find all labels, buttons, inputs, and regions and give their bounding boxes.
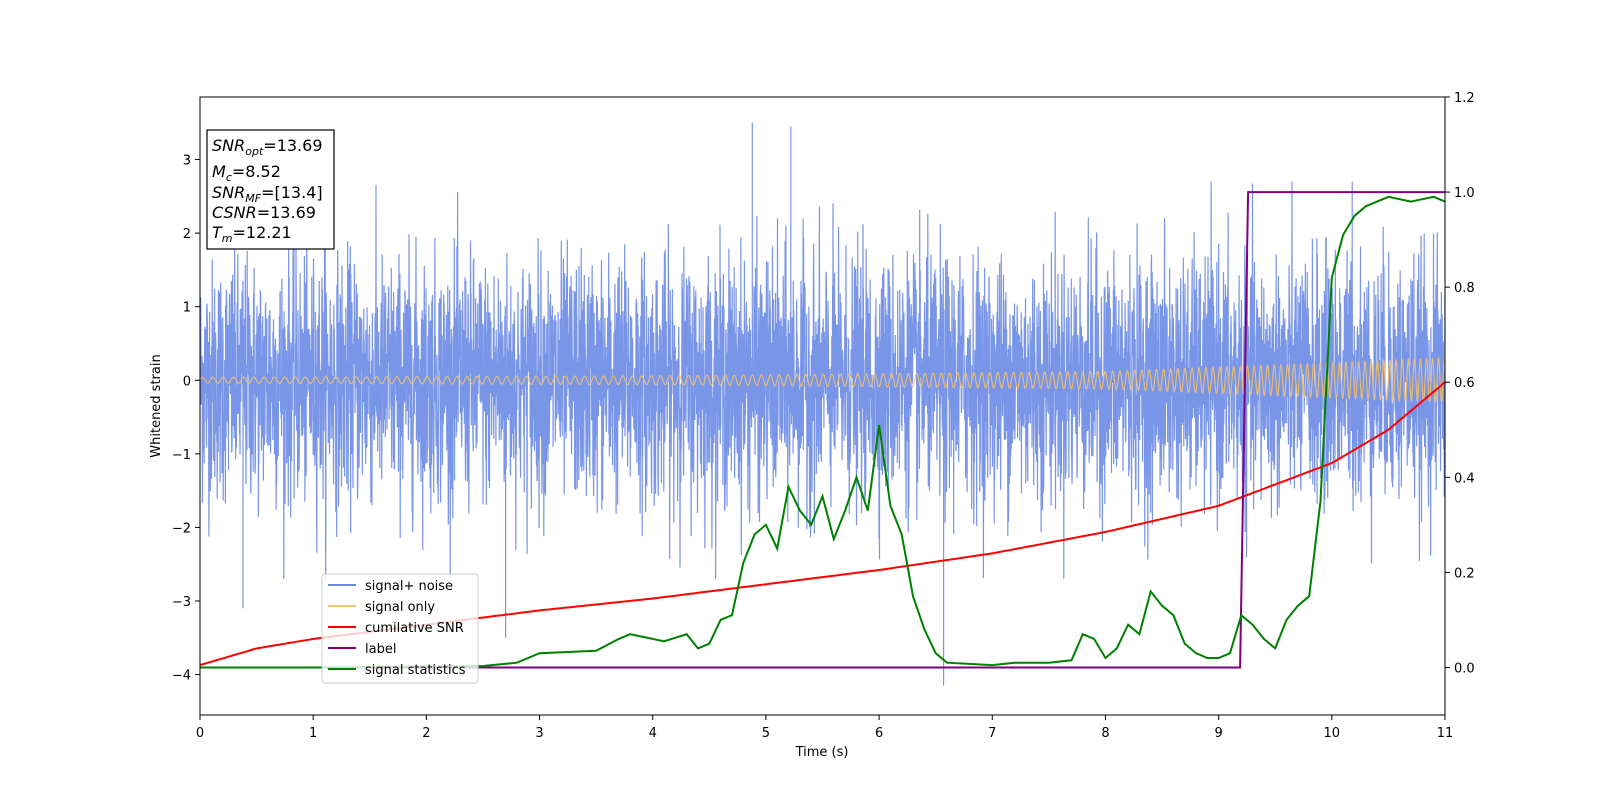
y-tick-label-right: 1.0 bbox=[1454, 186, 1475, 201]
legend-label-label: label bbox=[365, 642, 396, 657]
legend: signal+ noise signal only cumilative SNR… bbox=[321, 573, 479, 684]
y-tick-label-left: −1 bbox=[172, 448, 191, 463]
x-tick-label: 2 bbox=[422, 726, 430, 741]
annotation-tm: Tm=12.21 bbox=[212, 223, 292, 245]
x-tick-label: 3 bbox=[535, 726, 543, 741]
y-tick-label-right: 0.2 bbox=[1454, 566, 1475, 581]
annotation-snr-opt: SNRopt=13.69 bbox=[212, 136, 323, 158]
y-tick-label-left: −4 bbox=[172, 669, 191, 684]
annotation-snr-mf: SNRMF=[13.4] bbox=[212, 183, 323, 205]
plot-frame bbox=[199, 96, 1446, 716]
x-axis-label: Time (s) bbox=[795, 745, 849, 760]
x-tick-label: 6 bbox=[875, 726, 883, 741]
x-tick-label: 5 bbox=[762, 726, 770, 741]
y-tick-label-right: 0.0 bbox=[1454, 661, 1475, 676]
y-tick-label-left: 2 bbox=[183, 227, 191, 242]
x-tick-label: 1 bbox=[309, 726, 317, 741]
y-tick-label-right: 0.6 bbox=[1454, 376, 1475, 391]
y-tick-label-left: −3 bbox=[172, 595, 191, 610]
legend-label-noise: signal+ noise bbox=[365, 579, 453, 594]
y-tick-label-right: 0.4 bbox=[1454, 471, 1475, 486]
x-tick-label: 7 bbox=[988, 726, 996, 741]
x-tick-label: 0 bbox=[196, 726, 204, 741]
legend-label-stats: signal statistics bbox=[365, 663, 466, 678]
legend-label-csnr: cumilative SNR bbox=[365, 621, 464, 636]
x-tick-label: 8 bbox=[1101, 726, 1109, 741]
y-tick-label-right: 0.8 bbox=[1454, 281, 1475, 296]
y-tick-label-left: 3 bbox=[183, 154, 191, 169]
legend-label-signal: signal only bbox=[365, 600, 435, 615]
x-tick-label: 11 bbox=[1437, 726, 1454, 741]
x-tick-label: 10 bbox=[1324, 726, 1341, 741]
y-axis-label: Whitened strain bbox=[149, 354, 164, 457]
annotation-csnr: CSNR=13.69 bbox=[212, 203, 316, 222]
annotation-mc: Mc=8.52 bbox=[212, 162, 281, 184]
series-label bbox=[200, 191, 1445, 669]
series-signal-statistics bbox=[200, 195, 1445, 669]
series-signal-noise bbox=[200, 122, 1445, 686]
x-tick-label: 4 bbox=[649, 726, 657, 741]
y-tick-label-left: 1 bbox=[183, 301, 191, 316]
series-signal-only bbox=[200, 356, 1445, 404]
annotation-box: SNRopt=13.69 Mc=8.52 SNRMF=[13.4] CSNR=1… bbox=[206, 129, 335, 250]
x-tick-label: 9 bbox=[1214, 726, 1222, 741]
y-tick-label-right: 1.2 bbox=[1454, 91, 1475, 106]
y-tick-label-left: −2 bbox=[172, 521, 191, 536]
y-tick-label-left: 0 bbox=[183, 374, 191, 389]
